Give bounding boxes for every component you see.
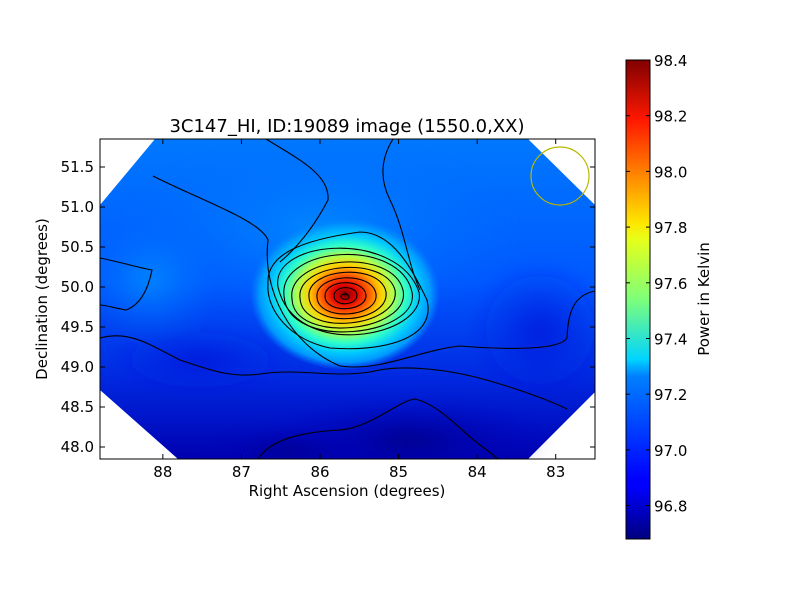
y-axis-label: Declination (degrees) [33,218,51,380]
contour-line [265,139,329,263]
y-tick-label: 49.0 [61,358,94,376]
colorbar-fill [626,60,650,539]
contour-line [277,247,420,336]
colorbar-tick-label: 97.8 [654,219,687,237]
x-tick-label: 84 [468,463,487,481]
contour-line [267,231,429,350]
colorbar-tick-label: 97.0 [654,442,687,460]
contour-line [283,254,413,333]
y-tick-label: 50.5 [61,238,94,256]
dark-region [200,425,380,459]
colorbar-tick-label: 98.0 [654,163,687,181]
contour-line [340,293,350,300]
contour-lines [100,139,595,459]
plot-frame [99,138,596,460]
deep-region [110,325,290,395]
colorbar-tick-label: 96.8 [654,498,687,516]
plot-area: * [100,139,595,459]
x-tick-label: 88 [153,463,172,481]
colorbar-tick-label: 98.2 [654,108,687,126]
contour-line [100,335,568,410]
contour-line [333,287,358,305]
contour-line [316,277,377,315]
x-tick-label: 83 [546,463,565,481]
x-tick-label: 87 [232,463,251,481]
peak-marker: * [343,291,348,302]
y-tick-label: 50.0 [61,278,94,296]
x-tick-label: 85 [389,463,408,481]
contour-line [308,271,387,320]
chart-title: 3C147_HI, ID:19089 image (1550.0,XX) [169,116,524,137]
colorbar-label: Power in Kelvin [695,242,713,356]
contour-line [291,261,404,329]
contour-line [100,257,153,311]
deep-region [470,260,595,400]
y-tick-label: 51.0 [61,198,94,216]
colorbar-frame [625,59,651,540]
contour-line [324,282,367,310]
y-axis: 48.0 48.5 49.0 49.5 50.0 50.5 51.0 51.5 [61,158,595,456]
y-tick-label: 49.5 [61,318,94,336]
colorbar-tick-label: 97.2 [654,386,687,404]
contour-line [299,266,396,324]
contour-line [152,175,595,368]
colorbar-tick-label: 98.4 [654,52,687,70]
x-tick-label: 86 [310,463,329,481]
heatmap-image [100,139,595,459]
y-tick-label: 48.5 [61,398,94,416]
x-axis-label: Right Ascension (degrees) [249,482,446,500]
y-tick-label: 48.0 [61,438,94,456]
colorbar: 96.8 97.0 97.2 97.4 97.6 97.8 98.0 98.2 98.4 Pow… [625,52,713,540]
colorbar-tick-label: 97.4 [654,330,687,348]
x-axis: 88 87 86 85 84 83 [153,139,565,481]
colorbar-tick-label: 97.6 [654,275,687,293]
beam-circle [530,146,590,206]
contour-line [382,139,421,291]
haze-region [100,220,220,340]
colorbar-ticks: 96.8 97.0 97.2 97.4 97.6 97.8 98.0 98.2 98.4 [626,52,687,516]
contour-line [257,398,499,459]
y-tick-label: 51.5 [61,158,94,176]
